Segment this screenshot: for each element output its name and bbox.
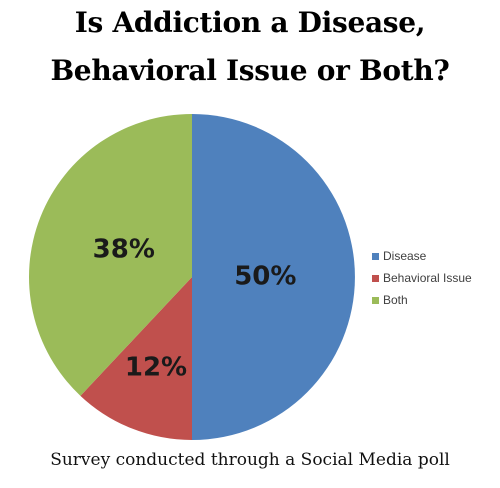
- legend-item-both: Both: [372, 289, 472, 311]
- chart-title-line2: Behavioral Issue or Both?: [50, 54, 450, 87]
- legend-item-behavioral-issue: Behavioral Issue: [372, 267, 472, 289]
- legend-label-both: Both: [383, 293, 408, 307]
- data-label-disease: 50%: [234, 262, 296, 292]
- chart-legend: Disease Behavioral Issue Both: [372, 245, 472, 311]
- data-label-behavioral-issue: 12%: [125, 352, 187, 382]
- legend-label-disease: Disease: [383, 249, 427, 263]
- pie-slice-both: [28, 114, 193, 396]
- pie-slice-behavioral-issue: [80, 277, 192, 440]
- legend-item-disease: Disease: [372, 245, 472, 267]
- legend-swatch-behavioral-issue: [372, 274, 379, 282]
- data-label-both: 38%: [93, 234, 155, 264]
- chart-title-line1: Is Addiction a Disease,: [74, 6, 426, 39]
- legend-label-behavioral-issue: Behavioral Issue: [383, 271, 472, 285]
- pie-slice-disease: [192, 114, 355, 440]
- legend-swatch-disease: [372, 252, 379, 260]
- legend-swatch-both: [372, 296, 379, 304]
- chart-caption: Survey conducted through a Social Media …: [50, 450, 450, 470]
